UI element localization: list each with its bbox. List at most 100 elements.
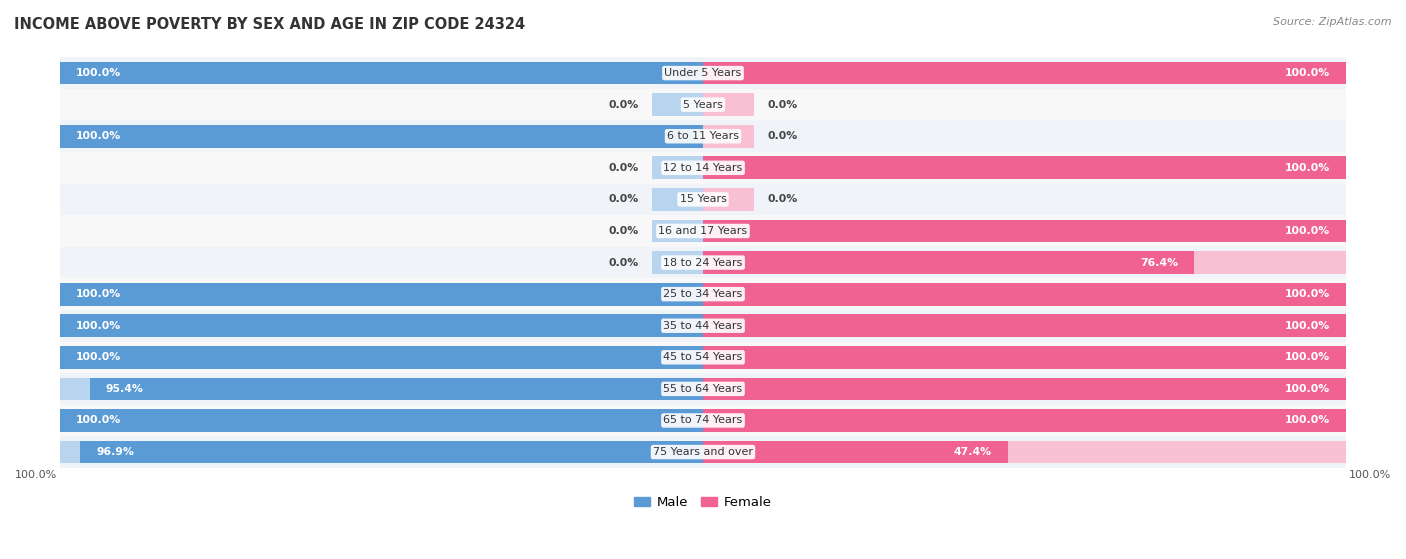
- Bar: [60, 409, 703, 432]
- Bar: [651, 220, 703, 243]
- Text: 0.0%: 0.0%: [768, 131, 797, 141]
- Text: 18 to 24 Years: 18 to 24 Years: [664, 258, 742, 268]
- Bar: [60, 310, 1346, 342]
- Bar: [703, 220, 1346, 243]
- Text: 100.0%: 100.0%: [76, 131, 121, 141]
- Bar: [90, 377, 703, 400]
- Bar: [60, 247, 1346, 278]
- Bar: [60, 283, 703, 306]
- Bar: [60, 57, 1346, 89]
- Bar: [651, 157, 703, 179]
- Bar: [60, 373, 1346, 405]
- Text: 100.0%: 100.0%: [1285, 321, 1330, 331]
- Bar: [703, 220, 1346, 243]
- Text: 100.0%: 100.0%: [1285, 163, 1330, 173]
- Text: 0.0%: 0.0%: [609, 100, 638, 110]
- Text: 100.0%: 100.0%: [76, 352, 121, 362]
- Text: 100.0%: 100.0%: [1285, 289, 1330, 299]
- Bar: [60, 377, 703, 400]
- Text: 75 Years and over: 75 Years and over: [652, 447, 754, 457]
- Text: 0.0%: 0.0%: [609, 163, 638, 173]
- Text: 12 to 14 Years: 12 to 14 Years: [664, 163, 742, 173]
- Text: 16 and 17 Years: 16 and 17 Years: [658, 226, 748, 236]
- Text: 6 to 11 Years: 6 to 11 Years: [666, 131, 740, 141]
- Bar: [703, 409, 1346, 432]
- Bar: [703, 157, 1346, 179]
- Text: 100.0%: 100.0%: [76, 415, 121, 425]
- Text: 25 to 34 Years: 25 to 34 Years: [664, 289, 742, 299]
- Text: INCOME ABOVE POVERTY BY SEX AND AGE IN ZIP CODE 24324: INCOME ABOVE POVERTY BY SEX AND AGE IN Z…: [14, 17, 526, 32]
- Bar: [703, 377, 1346, 400]
- Bar: [651, 93, 703, 116]
- Bar: [60, 278, 1346, 310]
- Bar: [60, 440, 703, 463]
- Bar: [651, 188, 703, 211]
- Bar: [703, 409, 1346, 432]
- Bar: [60, 342, 1346, 373]
- Bar: [703, 377, 1346, 400]
- Bar: [703, 61, 1346, 84]
- Bar: [703, 440, 1008, 463]
- Text: 47.4%: 47.4%: [953, 447, 991, 457]
- Text: 100.0%: 100.0%: [76, 321, 121, 331]
- Text: 0.0%: 0.0%: [768, 100, 797, 110]
- Text: 100.0%: 100.0%: [76, 289, 121, 299]
- Bar: [60, 314, 703, 337]
- Legend: Male, Female: Male, Female: [628, 491, 778, 514]
- Bar: [651, 251, 703, 274]
- Bar: [703, 251, 1346, 274]
- Bar: [703, 346, 1346, 369]
- Bar: [60, 283, 703, 306]
- Text: Source: ZipAtlas.com: Source: ZipAtlas.com: [1274, 17, 1392, 27]
- Bar: [60, 61, 703, 84]
- Text: 55 to 64 Years: 55 to 64 Years: [664, 384, 742, 394]
- Text: 45 to 54 Years: 45 to 54 Years: [664, 352, 742, 362]
- Text: 0.0%: 0.0%: [609, 195, 638, 205]
- Text: 0.0%: 0.0%: [609, 226, 638, 236]
- Bar: [703, 251, 1194, 274]
- Bar: [60, 215, 1346, 247]
- Bar: [703, 93, 755, 116]
- Bar: [60, 436, 1346, 468]
- Text: 95.4%: 95.4%: [105, 384, 143, 394]
- Text: 5 Years: 5 Years: [683, 100, 723, 110]
- Text: 100.0%: 100.0%: [1285, 226, 1330, 236]
- Text: 100.0%: 100.0%: [15, 470, 58, 480]
- Bar: [60, 409, 703, 432]
- Bar: [703, 440, 1346, 463]
- Bar: [703, 346, 1346, 369]
- Text: 35 to 44 Years: 35 to 44 Years: [664, 321, 742, 331]
- Text: 65 to 74 Years: 65 to 74 Years: [664, 415, 742, 425]
- Bar: [703, 125, 755, 148]
- Bar: [60, 152, 1346, 183]
- Text: 0.0%: 0.0%: [609, 258, 638, 268]
- Bar: [703, 283, 1346, 306]
- Text: 100.0%: 100.0%: [1348, 470, 1391, 480]
- Bar: [60, 405, 1346, 436]
- Bar: [703, 314, 1346, 337]
- Bar: [60, 346, 703, 369]
- Bar: [60, 314, 703, 337]
- Bar: [703, 188, 755, 211]
- Bar: [703, 283, 1346, 306]
- Bar: [703, 314, 1346, 337]
- Text: 76.4%: 76.4%: [1140, 258, 1178, 268]
- Text: 0.0%: 0.0%: [768, 195, 797, 205]
- Bar: [60, 120, 1346, 152]
- Bar: [60, 183, 1346, 215]
- Bar: [60, 125, 703, 148]
- Text: 100.0%: 100.0%: [1285, 415, 1330, 425]
- Bar: [60, 89, 1346, 120]
- Text: Under 5 Years: Under 5 Years: [665, 68, 741, 78]
- Text: 100.0%: 100.0%: [1285, 384, 1330, 394]
- Bar: [80, 440, 703, 463]
- Text: 100.0%: 100.0%: [1285, 352, 1330, 362]
- Bar: [703, 157, 1346, 179]
- Text: 100.0%: 100.0%: [76, 68, 121, 78]
- Bar: [60, 125, 703, 148]
- Text: 96.9%: 96.9%: [96, 447, 134, 457]
- Bar: [60, 61, 703, 84]
- Bar: [703, 61, 1346, 84]
- Bar: [60, 346, 703, 369]
- Text: 100.0%: 100.0%: [1285, 68, 1330, 78]
